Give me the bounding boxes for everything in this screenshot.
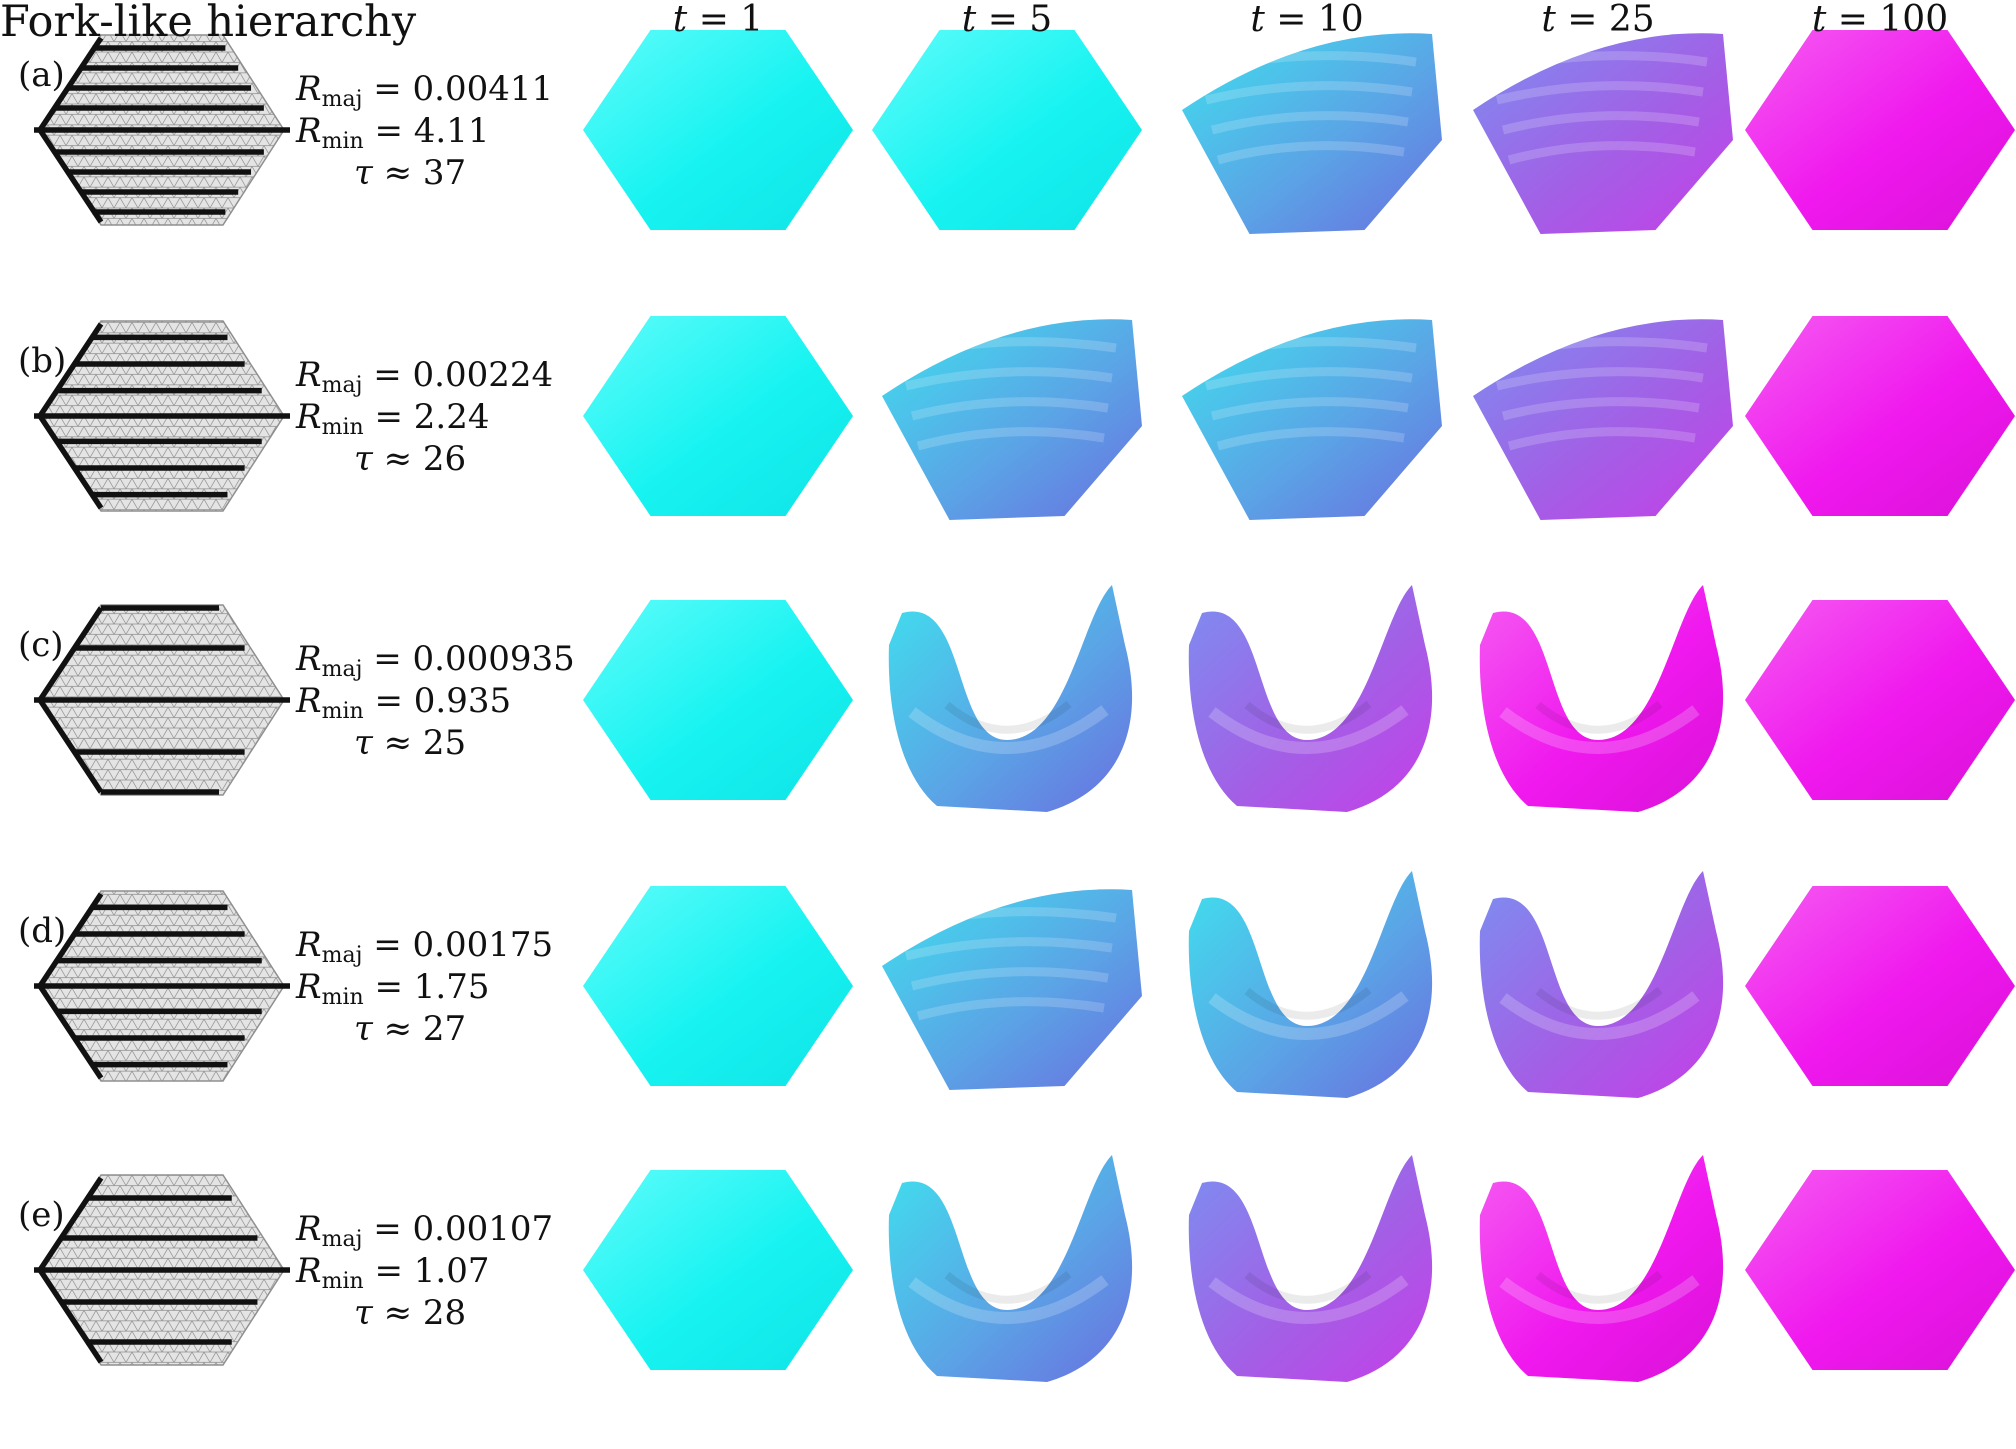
time-header-3: t = 10 (1250, 0, 1364, 40)
surface-snapshot (1188, 871, 1433, 1098)
time-header-2: t = 5 (961, 0, 1053, 40)
row-label: (a) (18, 55, 65, 95)
surface-snapshot (1745, 886, 2015, 1086)
tau-value: τ ≈ 37 (354, 153, 467, 193)
vein-diagram (34, 1174, 290, 1366)
r-min-value: Rmin = 1.75 (296, 967, 490, 1010)
surface-snapshot (1745, 1170, 2015, 1370)
vein-diagram (34, 34, 290, 226)
surface-snapshot (1182, 33, 1442, 234)
surface-snapshot (888, 585, 1133, 812)
tau-value: τ ≈ 27 (354, 1009, 467, 1049)
row-label: (b) (18, 341, 67, 381)
r-min-value: Rmin = 2.24 (296, 397, 490, 440)
surface-snapshot (583, 600, 853, 800)
surface-snapshot (882, 319, 1142, 520)
r-maj-value: Rmaj = 0.00411 (296, 69, 554, 112)
surface-snapshot (1745, 30, 2015, 230)
surface-snapshot (1745, 316, 2015, 516)
figure-title: Fork-like hierarchy (0, 0, 417, 47)
surface-snapshot (1479, 585, 1724, 812)
surface-snapshot (1745, 600, 2015, 800)
tau-value: τ ≈ 28 (354, 1293, 467, 1333)
surface-snapshot (1473, 33, 1733, 234)
row-parameters: Rmaj = 0.00107 Rmin = 1.07 τ ≈ 28 (296, 1208, 596, 1334)
surface-snapshot (583, 30, 853, 230)
tau-value: τ ≈ 25 (354, 723, 467, 763)
vein-diagram (34, 320, 290, 512)
surface-snapshot (888, 1155, 1133, 1382)
surface-snapshot (1188, 1155, 1433, 1382)
time-header-5: t = 100 (1811, 0, 1949, 40)
vein-diagram (34, 604, 290, 796)
vein-diagram (34, 890, 290, 1082)
row-parameters: Rmaj = 0.00224 Rmin = 2.24 τ ≈ 26 (296, 354, 596, 480)
r-min-value: Rmin = 1.07 (296, 1251, 490, 1294)
row-parameters: Rmaj = 0.00411 Rmin = 4.11 τ ≈ 37 (296, 68, 596, 194)
r-maj-value: Rmaj = 0.00175 (296, 925, 554, 968)
row-parameters: Rmaj = 0.00175 Rmin = 1.75 τ ≈ 27 (296, 924, 596, 1050)
surface-snapshot (1188, 585, 1433, 812)
surface-snapshot (882, 889, 1142, 1090)
tau-value: τ ≈ 26 (354, 439, 467, 479)
r-min-value: Rmin = 4.11 (296, 111, 490, 154)
surface-snapshot (1479, 871, 1724, 1098)
surface-snapshot (1182, 319, 1442, 520)
surface-snapshot (583, 886, 853, 1086)
row-parameters: Rmaj = 0.000935 Rmin = 0.935 τ ≈ 25 (296, 638, 596, 764)
surface-snapshot (583, 1170, 853, 1370)
surface-snapshot (583, 316, 853, 516)
r-maj-value: Rmaj = 0.00224 (296, 355, 554, 398)
r-maj-value: Rmaj = 0.000935 (296, 639, 575, 682)
surface-snapshot (1473, 319, 1733, 520)
time-header-4: t = 25 (1541, 0, 1655, 40)
row-label: (d) (18, 911, 67, 951)
row-label: (c) (18, 625, 64, 665)
row-label: (e) (18, 1195, 65, 1235)
r-min-value: Rmin = 0.935 (296, 681, 512, 724)
surface-snapshot (1479, 1155, 1724, 1382)
surface-snapshot (872, 30, 1142, 230)
r-maj-value: Rmaj = 0.00107 (296, 1209, 554, 1252)
time-header-1: t = 1 (672, 0, 764, 40)
